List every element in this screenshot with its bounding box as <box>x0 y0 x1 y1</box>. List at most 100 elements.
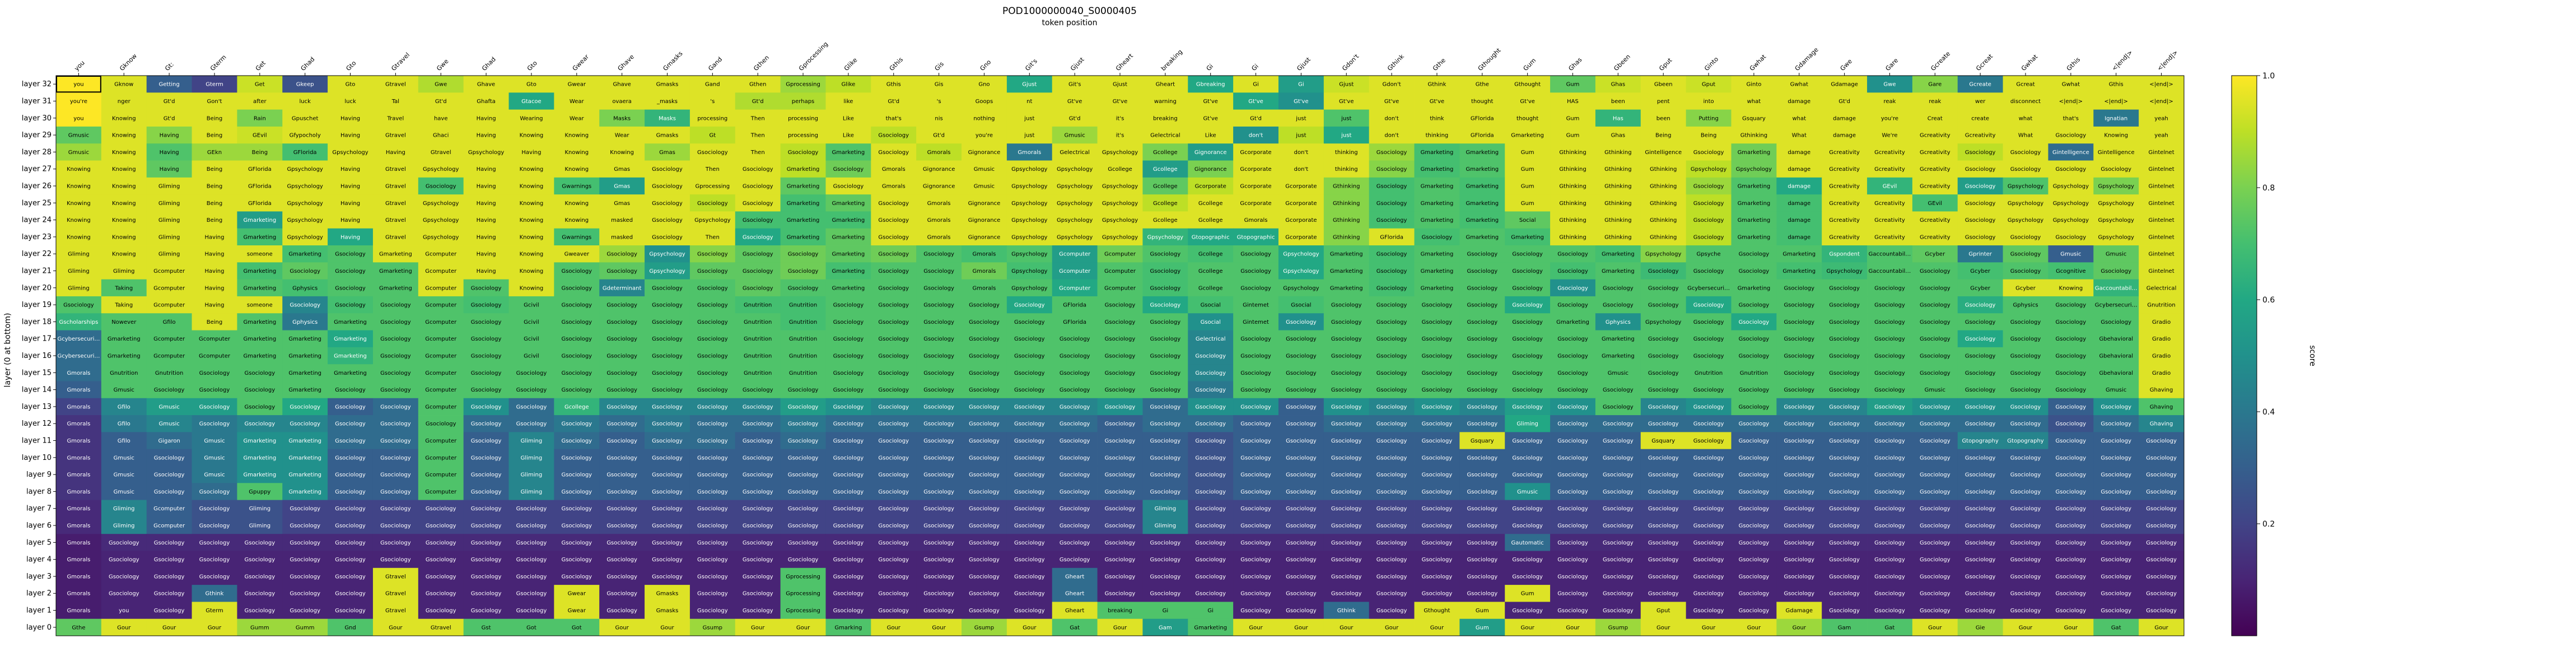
heatmap-cell <box>1369 92 1415 110</box>
cell-label: Gmusic <box>2106 252 2126 258</box>
cell-label: nt <box>1026 99 1032 105</box>
cell-label: Gsociology <box>743 591 773 597</box>
cell-label: Gsociology <box>1240 438 1271 444</box>
cell-label: GEvil <box>1928 201 1943 207</box>
cell-label: Gmarketing <box>334 319 367 325</box>
cell-label: Knowing <box>520 201 544 207</box>
cell-label: Gsociology <box>471 455 502 461</box>
cell-label: Gknow <box>114 82 133 88</box>
heatmap-cell <box>825 143 871 161</box>
heatmap-cell <box>1323 143 1370 161</box>
cell-label: Gsociology <box>2056 489 2087 495</box>
heatmap-cell <box>1369 177 1415 195</box>
cell-label: Gpuschet <box>292 115 319 122</box>
heatmap-cell <box>1414 177 1460 195</box>
cell-label: Gphysics <box>292 285 318 291</box>
heatmap-cell <box>1957 76 2003 93</box>
cell-label: you're <box>70 99 87 105</box>
cell-label: Gcreativity <box>1920 183 1950 189</box>
cell-label: Gthinking <box>1333 183 1360 189</box>
cell-label: Gsociology <box>788 421 819 427</box>
heatmap-cell <box>1006 143 1053 161</box>
cell-label: Gmusic <box>114 387 134 393</box>
cell-label: Gsociology <box>1286 489 1317 495</box>
cell-label: Gcreat <box>2016 82 2034 88</box>
heatmap-cell <box>1052 92 1098 110</box>
cell-label: Gsociology <box>652 506 683 512</box>
cell-label: Gsociology <box>1557 252 1588 258</box>
cell-label: been <box>1656 115 1670 122</box>
heatmap-cell <box>237 92 283 110</box>
cell-label: Gsociology <box>969 608 1000 614</box>
cell-label: Gsociology <box>1693 353 1724 360</box>
cell-label: Gpsychology <box>649 252 685 258</box>
cell-label: Gmarketing <box>379 252 412 258</box>
heatmap-cell <box>282 194 328 212</box>
cell-label: Ghave <box>477 82 495 88</box>
cell-label: Gtravel <box>385 133 406 139</box>
cell-label: Knowing <box>520 252 544 258</box>
heatmap-cell <box>645 109 690 127</box>
cell-label: Gsociology <box>1557 438 1588 444</box>
cell-label: Gsociology <box>1467 574 1497 580</box>
heatmap-cell <box>1505 92 1551 110</box>
cell-label: Gsociology <box>1150 285 1181 291</box>
cell-label: Gsociology <box>652 319 683 325</box>
cell-label: Gsociology <box>426 183 456 189</box>
heatmap-cell <box>2048 160 2094 178</box>
heatmap-cell <box>1957 143 2003 161</box>
cell-label: Gsociology <box>1784 455 1814 461</box>
cell-label: Gsociology <box>1920 370 1950 376</box>
cell-label: Gcomputer <box>153 506 185 512</box>
heatmap-cell <box>1550 126 1596 144</box>
y-tick-label: layer 4 <box>26 556 52 564</box>
cell-label: Gcomputer <box>153 285 185 291</box>
cell-label: Gt'd <box>164 115 175 122</box>
cell-label: Gintelnet <box>2149 201 2174 207</box>
cell-label: Gsociology <box>335 574 366 580</box>
cell-label: Gsociology <box>471 591 502 597</box>
heatmap-cell <box>780 177 826 195</box>
x-tick-label: Gis <box>934 60 946 72</box>
cell-label: Gsociology <box>2056 370 2087 376</box>
cell-label: Gpsychology <box>287 234 323 240</box>
heatmap-cell <box>418 76 464 93</box>
heatmap-cell <box>780 194 826 212</box>
heatmap-cell <box>282 126 328 144</box>
cell-label: Gput <box>1656 608 1670 614</box>
cell-label: Gsociology <box>697 285 728 291</box>
heatmap-cell <box>328 126 374 144</box>
cell-label: Gsociology <box>1920 455 1950 461</box>
cell-label: Gjust <box>1022 82 1037 88</box>
cell-label: Gsociology <box>969 574 1000 580</box>
cell-label: Gsociology <box>1376 574 1407 580</box>
heatmap-cell <box>1052 160 1098 178</box>
y-tick-label: layer 6 <box>26 522 52 530</box>
heatmap-cell <box>1822 76 1868 93</box>
heatmap-cell <box>645 194 690 212</box>
cell-label: Gpsychology <box>2053 217 2089 224</box>
cell-label: Gsociology <box>1060 421 1090 427</box>
cell-label: Knowing <box>564 201 589 207</box>
cell-label: Gpsychology <box>287 201 323 207</box>
cell-label: Gintelnet <box>2149 268 2174 274</box>
cell-label: Gcivil <box>524 353 539 360</box>
heatmap-cell <box>1550 177 1596 195</box>
cell-label: Gsociology <box>1557 540 1588 546</box>
heatmap-cell <box>1640 160 1687 178</box>
cell-label: Gsociology <box>833 574 864 580</box>
heatmap-cell <box>372 126 419 144</box>
cell-label: Gmarketing <box>1421 183 1454 189</box>
cell-label: Gam <box>1159 625 1172 631</box>
heatmap-cell <box>1957 160 2003 178</box>
cell-label: Gsociology <box>335 557 366 563</box>
cell-label: Gsociology <box>969 438 1000 444</box>
cell-label: Gradio <box>2152 370 2171 376</box>
cell-label: Gcomputer <box>153 268 185 274</box>
cell-label: Gsociology <box>878 201 909 207</box>
heatmap-cell <box>1550 76 1596 93</box>
heatmap-cell <box>146 126 192 144</box>
cell-label: Gsociology <box>199 523 230 529</box>
cell-label: Gcomputer <box>425 455 457 461</box>
y-tick-label: layer 24 <box>22 216 52 225</box>
